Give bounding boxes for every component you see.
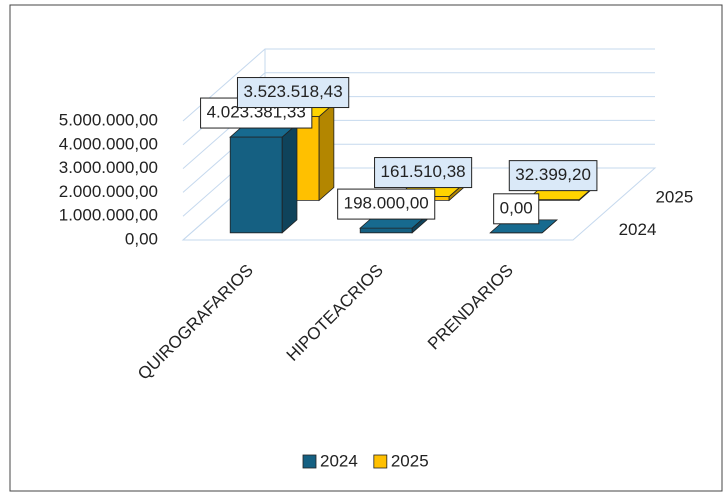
value-label: 0,00 (493, 193, 540, 225)
value-label-box (493, 193, 540, 225)
bar-side (318, 102, 335, 202)
y-tick-label: 4.000.000,00 (59, 134, 158, 153)
legend-swatch (373, 454, 388, 469)
y-tick-label: 3.000.000,00 (59, 158, 158, 177)
value-label: 161.510,38 (374, 157, 473, 189)
value-label: 3.523.518,43 (236, 77, 350, 109)
value-label-text: 0,00 (500, 198, 533, 217)
value-label-box (374, 157, 473, 189)
value-label-text: 3.523.518,43 (243, 82, 342, 101)
y-tick-label: 0,00 (125, 229, 158, 248)
value-label-box (337, 188, 436, 220)
value-label-text: 32.399,20 (515, 165, 591, 184)
y-tick-label: 5.000.000,00 (59, 110, 158, 129)
bar-front (229, 136, 283, 234)
depth-label: 2024 (619, 220, 657, 239)
chart-border (9, 4, 723, 492)
value-label: 198.000,00 (337, 188, 436, 220)
value-label-text: 161.510,38 (381, 162, 466, 181)
legend-label: 2025 (391, 451, 429, 470)
value-label-box (508, 160, 598, 192)
legend-swatch (302, 454, 317, 469)
y-tick-label: 1.000.000,00 (59, 206, 158, 225)
legend-label: 2024 (320, 451, 358, 470)
bar-side (281, 123, 298, 234)
value-label: 32.399,20 (508, 160, 598, 192)
value-label-text: 198.000,00 (344, 194, 429, 213)
depth-label: 2025 (655, 187, 693, 206)
value-label-box (236, 77, 350, 109)
y-tick-label: 2.000.000,00 (59, 182, 158, 201)
bar-front (359, 227, 413, 234)
